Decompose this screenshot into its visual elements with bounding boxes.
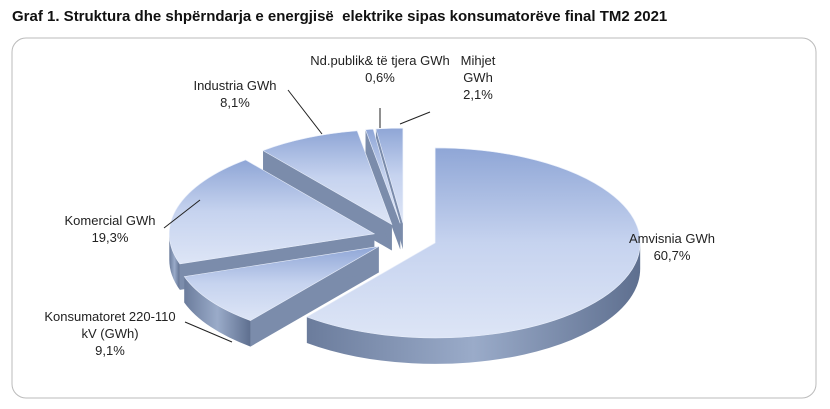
value-label: 8,1%: [220, 95, 250, 110]
slice-side: [306, 242, 641, 364]
data-label: Nd.publik& të tjera GWh 0,6%: [310, 52, 450, 86]
value-label: 60,7%: [653, 248, 691, 263]
value-label: 0,6%: [365, 70, 395, 85]
data-label: Konsumatoret 220-110 kV (GWh) 9,1%: [40, 308, 180, 359]
data-label: Amvisnia GWh 60,7%: [612, 230, 732, 264]
slice: [262, 130, 393, 226]
data-label: Komercial GWh 19,3%: [40, 212, 180, 246]
slice: [169, 159, 376, 265]
chart-title: Graf 1. Struktura dhe shpërndarja e ener…: [12, 8, 668, 25]
data-label: Industria GWh 8,1%: [165, 77, 305, 111]
category-label: Industria GWh: [193, 78, 277, 93]
slice-side: [365, 129, 401, 250]
category-label: Konsumatoret 220-110 kV (GWh): [44, 309, 176, 341]
category-label: Komercial GWh: [64, 213, 156, 228]
data-label: Mihjet GWh 2,1%: [453, 52, 503, 103]
slice-side: [169, 233, 180, 290]
value-label: 19,3%: [91, 230, 129, 245]
leader-line: [163, 199, 201, 229]
category-label: Mihjet GWh: [460, 53, 496, 85]
leader-line: [287, 89, 323, 135]
slice: [375, 127, 404, 224]
slice: [183, 246, 379, 321]
leader-line: [399, 111, 431, 125]
category-label: Amvisnia GWh: [629, 231, 715, 246]
slice: [306, 147, 641, 339]
leader-line: [184, 321, 233, 343]
value-label: 9,1%: [95, 343, 125, 358]
category-label: Nd.publik& të tjera GWh: [310, 53, 450, 68]
value-label: 2,1%: [463, 87, 493, 102]
slice: [365, 128, 401, 224]
